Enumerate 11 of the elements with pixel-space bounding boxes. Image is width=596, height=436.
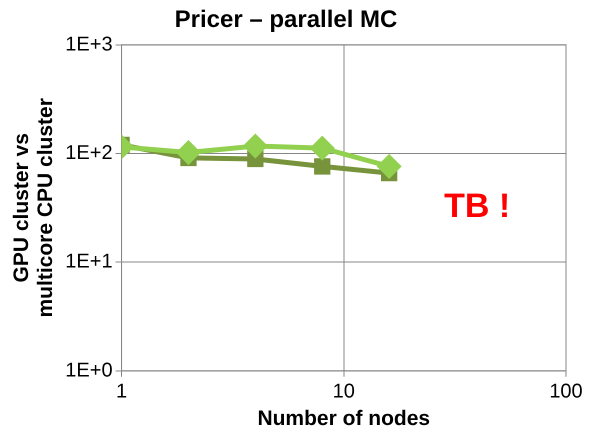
y-axis-title: GPU cluster vs multicore CPU cluster — [10, 98, 58, 318]
y-tick-label: 1E+0 — [65, 359, 113, 382]
y-tick-label: 1E+1 — [65, 250, 113, 273]
x-axis-title: Number of nodes — [257, 407, 430, 430]
y-tick-label: 1E+3 — [65, 33, 113, 56]
annotation: TB ! — [444, 187, 510, 226]
chart-title: Pricer – parallel MC — [174, 6, 398, 34]
x-tick-label: 100 — [549, 380, 583, 402]
y-tick-label: 1E+2 — [65, 142, 113, 164]
x-tick-label: 1 — [116, 380, 128, 402]
x-tick-label: 10 — [332, 380, 355, 402]
